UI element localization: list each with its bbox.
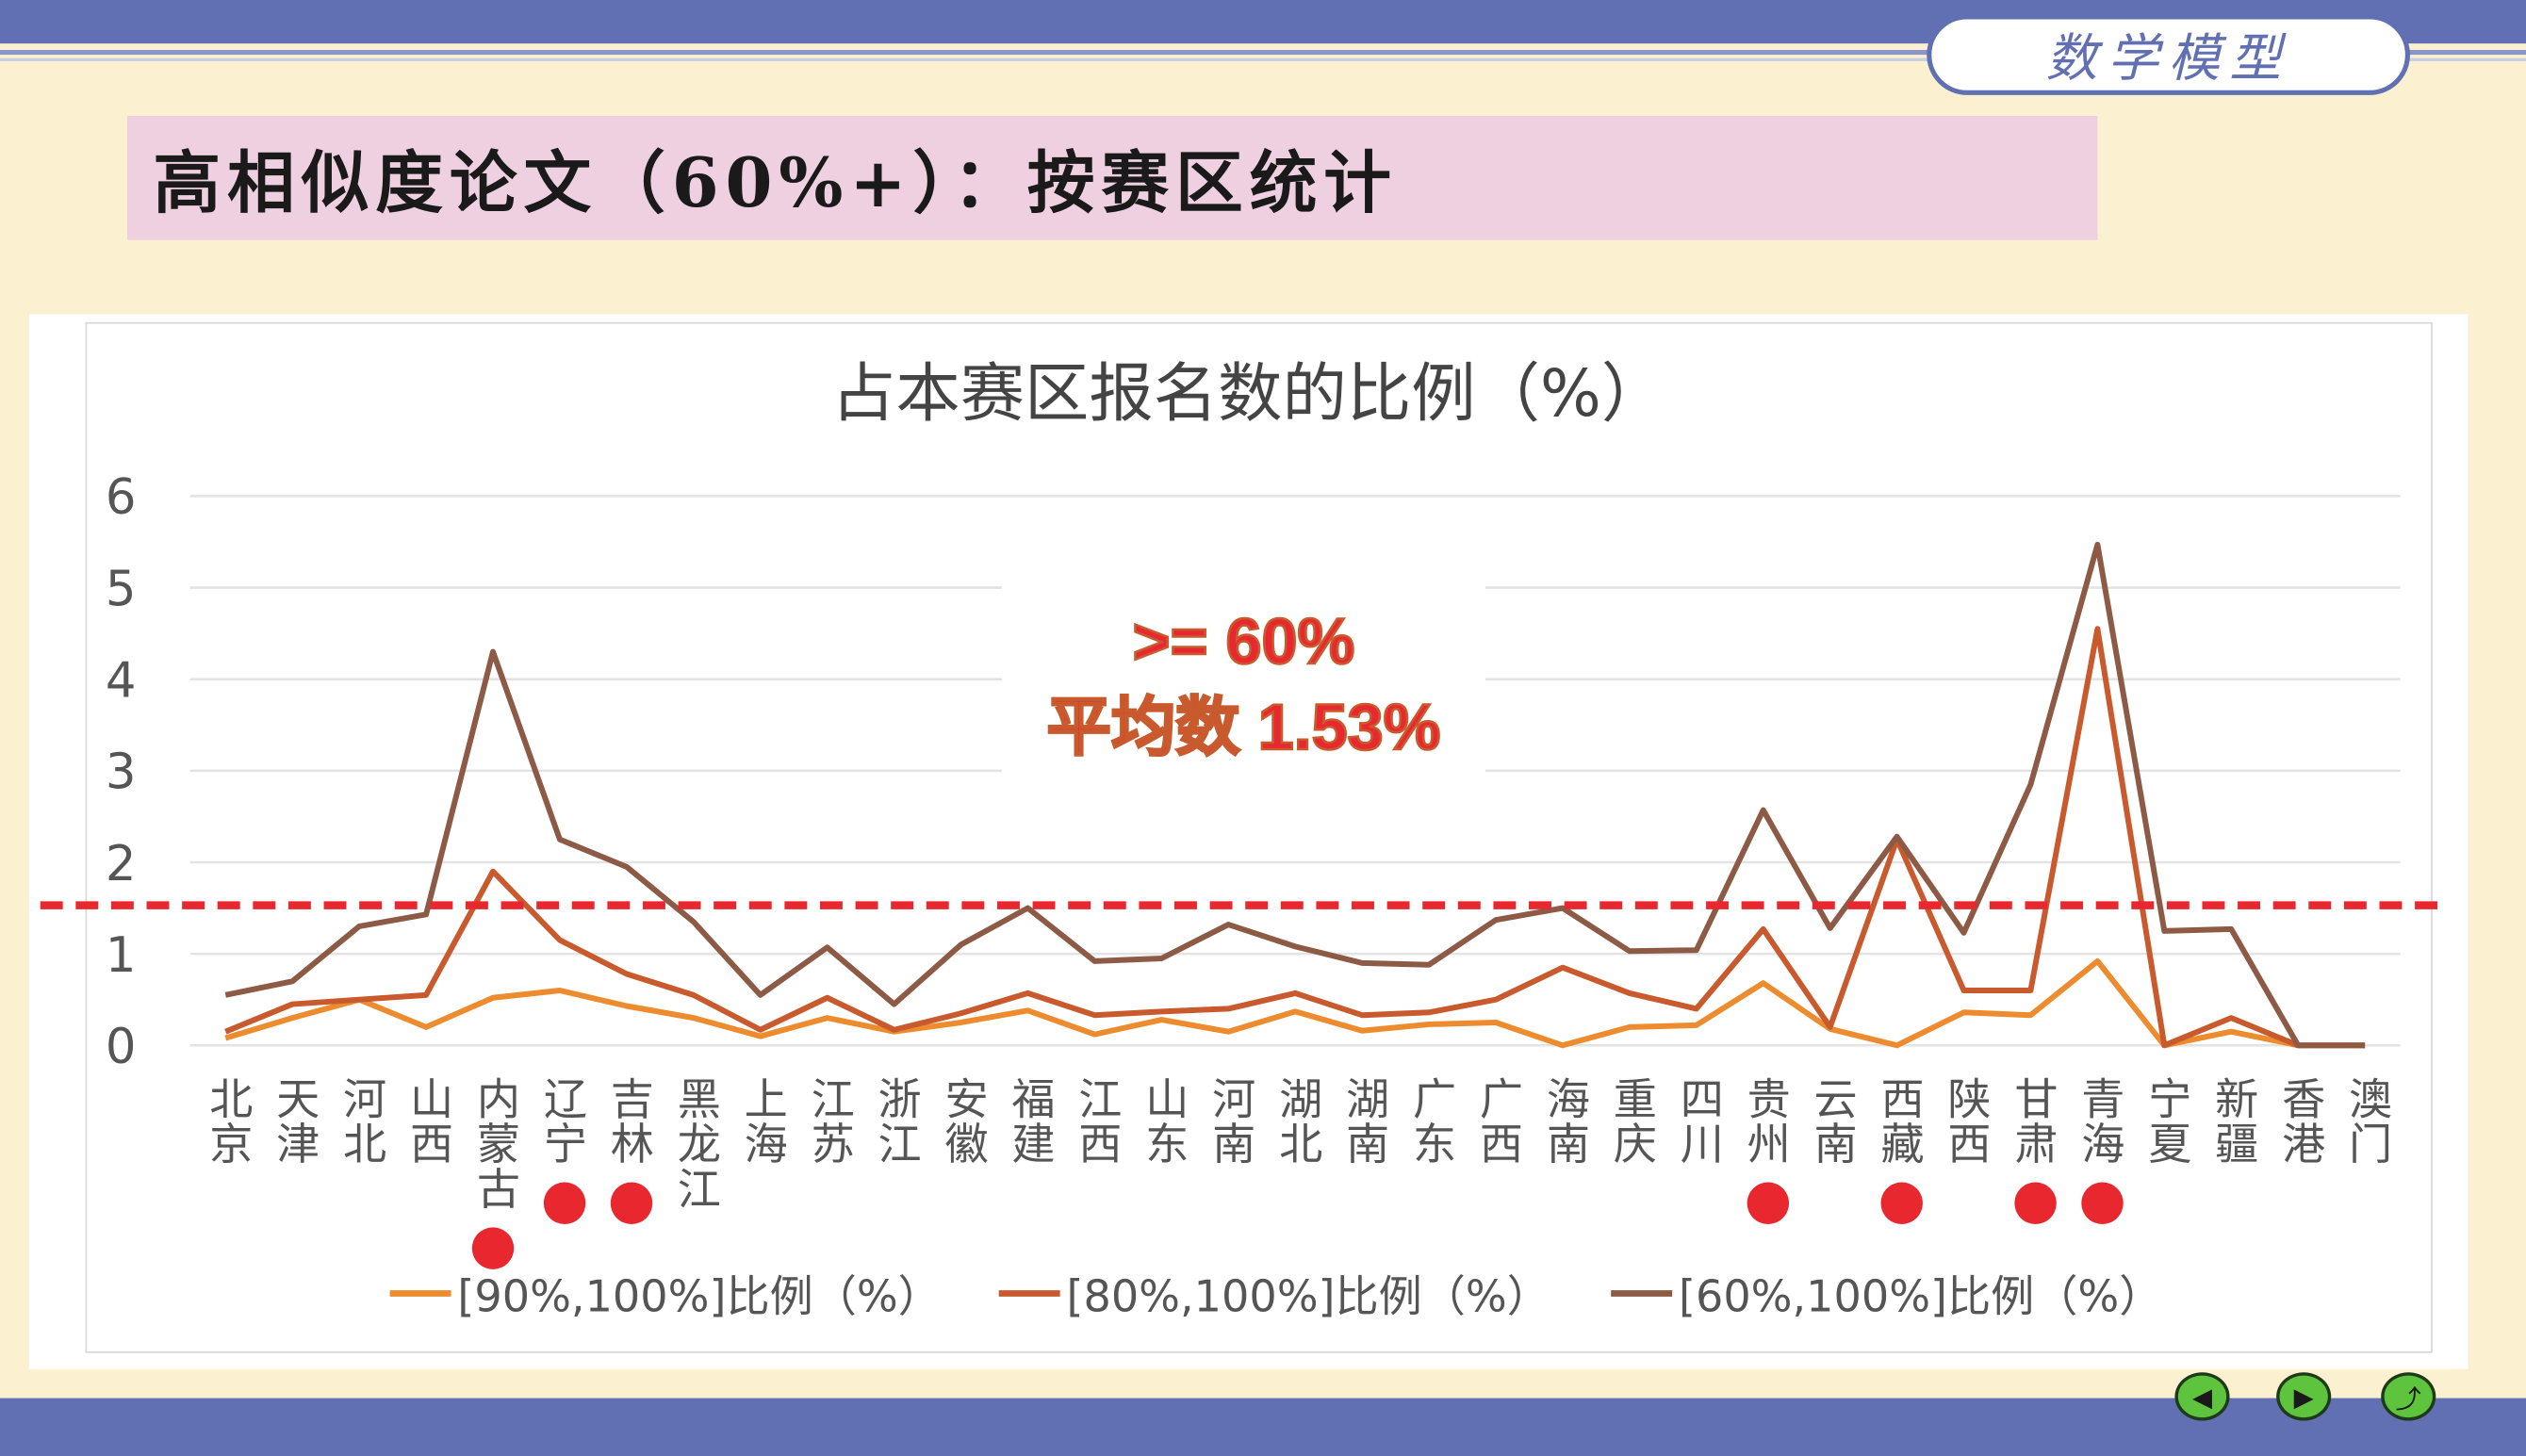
arrow-right-icon: ▶ [2293, 1381, 2314, 1413]
x-tick-label: 上海 [736, 1075, 787, 1167]
title-banner: 高相似度论文（60%+）：按赛区统计 [127, 116, 2098, 240]
y-tick-label: 0 [106, 1019, 137, 1075]
highlight-dot [2014, 1182, 2057, 1224]
x-tick-label: 广西 [1471, 1075, 1522, 1167]
bottom-bar [0, 1398, 2526, 1456]
x-tick-label: 山东 [1137, 1075, 1188, 1167]
legend-label: [60%,100%]比例（%） [1679, 1270, 2162, 1321]
x-tick-label: 湖北 [1271, 1075, 1321, 1167]
y-tick-label: 1 [106, 927, 137, 984]
x-tick-label: 安徽 [936, 1075, 987, 1167]
annotation-average: 平均数 1.53% [1047, 692, 1441, 763]
x-tick-label: 湖南 [1337, 1075, 1388, 1167]
x-tick-label: 内蒙古 [468, 1075, 519, 1212]
x-tick-label: 福建 [1003, 1075, 1054, 1167]
badge-text: 数学模型 [2045, 27, 2291, 90]
subject-badge: 数学模型 [1927, 14, 2410, 95]
chart-title: 占本赛区报名数的比例（%） [831, 357, 1665, 432]
x-tick-label: 贵州 [1739, 1075, 1790, 1167]
x-tick-label: 四川 [1672, 1075, 1723, 1167]
x-tick-label: 澳门 [2340, 1075, 2391, 1167]
annotation-threshold: >= 60% [1133, 606, 1355, 678]
x-tick-label: 宁夏 [2140, 1075, 2190, 1167]
series-line-2 [224, 541, 2366, 1049]
annotation-bg [1002, 576, 1485, 783]
x-tick-label: 吉林 [602, 1075, 653, 1167]
return-icon: ⤴ [2395, 1383, 2421, 1415]
divider [0, 49, 2526, 56]
prev-slide-button[interactable]: ◀ [2174, 1372, 2230, 1421]
x-tick-label: 广东 [1404, 1075, 1455, 1167]
x-tick-label: 青海 [2073, 1075, 2124, 1167]
highlight-dot [2081, 1182, 2124, 1224]
x-tick-label: 辽宁 [535, 1075, 586, 1167]
x-tick-label: 北京 [201, 1075, 252, 1167]
highlight-dot [1880, 1182, 1923, 1224]
series-line-1 [224, 626, 2366, 1049]
x-tick-label: 西藏 [1872, 1075, 1923, 1167]
page-title: 高相似度论文（60%+）：按赛区统计 [153, 143, 1398, 222]
series-line-0 [224, 957, 2366, 1049]
x-tick-label: 河北 [335, 1075, 385, 1167]
x-tick-label: 云南 [1806, 1075, 1856, 1167]
x-tick-label: 江苏 [803, 1075, 854, 1167]
x-tick-label: 浙江 [869, 1075, 920, 1167]
x-tick-label: 甘肃 [2006, 1075, 2057, 1167]
y-tick-label: 6 [106, 469, 137, 526]
y-tick-label: 2 [106, 836, 137, 892]
x-tick-label: 香港 [2273, 1075, 2324, 1167]
divider [0, 57, 2526, 61]
x-tick-label: 江西 [1070, 1075, 1121, 1167]
x-tick-label: 新疆 [2206, 1075, 2257, 1167]
legend-label: [90%,100%]比例（%） [457, 1270, 941, 1321]
y-tick-label: 3 [106, 744, 137, 801]
y-tick-label: 5 [106, 561, 137, 617]
x-tick-label: 山西 [402, 1075, 452, 1167]
highlight-dot [471, 1227, 515, 1269]
x-tick-label: 天津 [268, 1075, 319, 1167]
chart-area [85, 321, 2433, 1353]
y-tick-label: 4 [106, 653, 137, 710]
legend-label: [80%,100%]比例（%） [1066, 1270, 1550, 1321]
next-slide-button[interactable]: ▶ [2276, 1372, 2332, 1421]
x-tick-label: 陕西 [1939, 1075, 1990, 1167]
chart-panel [28, 314, 2469, 1369]
x-tick-label: 黑龙江 [669, 1075, 720, 1212]
highlight-dot [1747, 1182, 1790, 1224]
x-tick-label: 重庆 [1605, 1075, 1656, 1167]
arrow-left-icon: ◀ [2191, 1381, 2212, 1413]
highlight-dot [543, 1182, 586, 1224]
highlight-dot [610, 1182, 653, 1224]
return-button[interactable]: ⤴ [2381, 1372, 2436, 1421]
x-tick-label: 河南 [1204, 1075, 1255, 1167]
x-tick-label: 海南 [1538, 1075, 1589, 1167]
